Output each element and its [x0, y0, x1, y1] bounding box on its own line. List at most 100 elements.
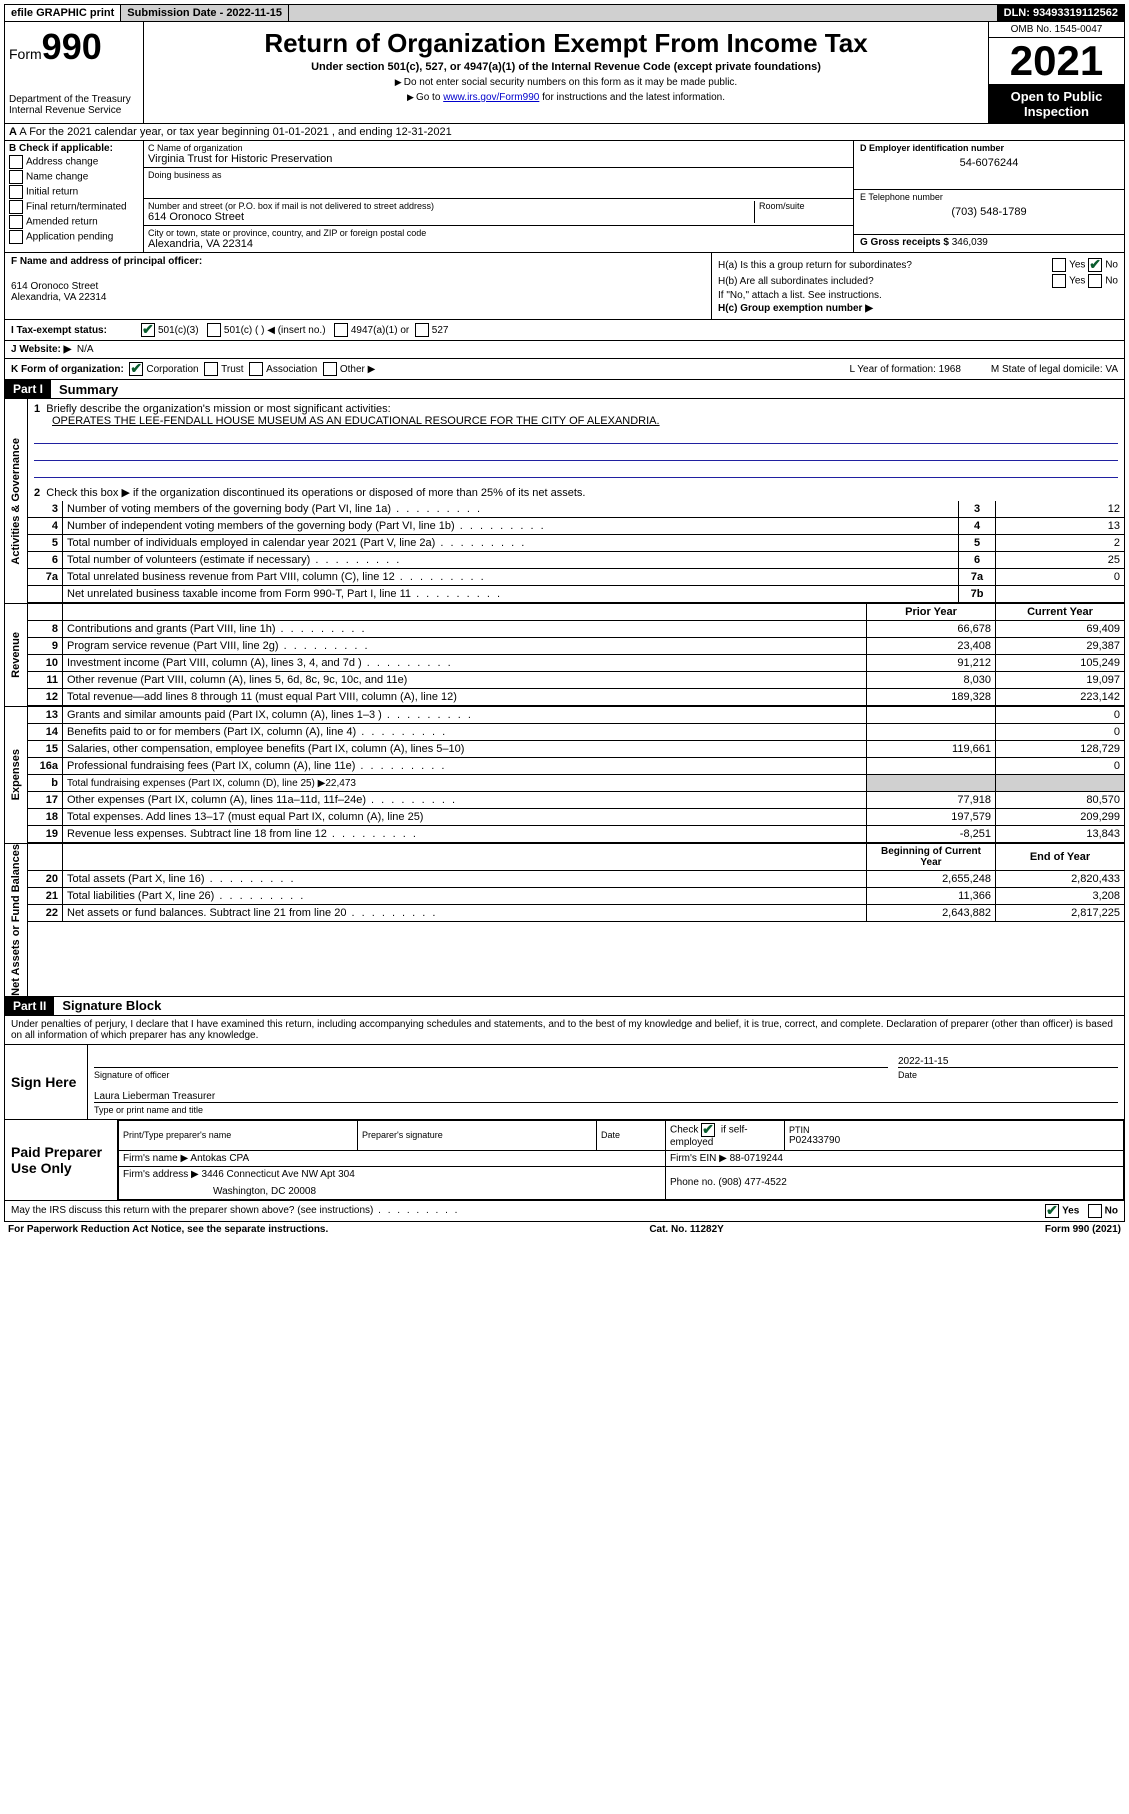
phone-cell: E Telephone number (703) 548-1789	[854, 190, 1124, 235]
tax-year: 2021	[989, 38, 1124, 85]
mission-block: 1 Briefly describe the organization's mi…	[28, 399, 1124, 484]
table-row: 12Total revenue—add lines 8 through 11 (…	[28, 689, 1124, 706]
side-governance: Activities & Governance	[10, 438, 22, 565]
top-toolbar: efile GRAPHIC print Submission Date - 20…	[4, 4, 1125, 22]
col-b-title: B Check if applicable:	[9, 143, 113, 154]
org-name-cell: C Name of organization Virginia Trust fo…	[144, 141, 853, 168]
table-row: 7aTotal unrelated business revenue from …	[28, 569, 1124, 586]
sig-date-label: Date	[898, 1070, 1118, 1080]
cb-pending[interactable]: Application pending	[9, 230, 139, 244]
dba-cell: Doing business as	[144, 168, 853, 199]
form-title: Return of Organization Exempt From Incom…	[148, 28, 984, 59]
hb-yes[interactable]	[1052, 274, 1066, 288]
signature-block: Under penalties of perjury, I declare th…	[4, 1016, 1125, 1120]
city-cell: City or town, state or province, country…	[144, 226, 853, 252]
table-row: Print/Type preparer's name Preparer's si…	[119, 1120, 1124, 1150]
table-row: 19Revenue less expenses. Subtract line 1…	[28, 826, 1124, 843]
state-domicile: M State of legal domicile: VA	[991, 364, 1118, 375]
table-row: 4Number of independent voting members of…	[28, 518, 1124, 535]
cb-4947[interactable]	[334, 323, 348, 337]
irs-link[interactable]: www.irs.gov/Form990	[443, 92, 539, 103]
net-table: Beginning of Current YearEnd of Year 20T…	[28, 844, 1124, 922]
cb-501c[interactable]	[207, 323, 221, 337]
sign-here-label: Sign Here	[5, 1045, 88, 1119]
hc-line: H(c) Group exemption number ▶	[718, 303, 1118, 314]
may-discuss-row: May the IRS discuss this return with the…	[4, 1201, 1125, 1222]
header-center: Return of Organization Exempt From Incom…	[144, 22, 989, 123]
mission-text: OPERATES THE LEE-FENDALL HOUSE MUSEUM AS…	[52, 415, 1118, 427]
submission-date: Submission Date - 2022-11-15	[121, 5, 289, 21]
table-row: 20Total assets (Part X, line 16)2,655,24…	[28, 871, 1124, 888]
cb-final-return[interactable]: Final return/terminated	[9, 200, 139, 214]
paid-preparer-label: Paid Preparer Use Only	[5, 1120, 118, 1200]
cb-trust[interactable]	[204, 362, 218, 376]
table-row: Beginning of Current YearEnd of Year	[28, 844, 1124, 871]
footer-left: For Paperwork Reduction Act Notice, see …	[8, 1224, 328, 1235]
principal-officer: F Name and address of principal officer:…	[5, 253, 712, 319]
footer-form: Form 990 (2021)	[1045, 1224, 1121, 1235]
table-row: 14Benefits paid to or for members (Part …	[28, 724, 1124, 741]
cb-other[interactable]	[323, 362, 337, 376]
form-number: Form990	[9, 26, 139, 68]
cb-amended[interactable]: Amended return	[9, 215, 139, 229]
table-row: 22Net assets or fund balances. Subtract …	[28, 905, 1124, 922]
section-revenue: Revenue Prior YearCurrent Year 8Contribu…	[4, 604, 1125, 707]
omb-number: OMB No. 1545-0047	[989, 22, 1124, 38]
may-no[interactable]	[1088, 1204, 1102, 1218]
note-link: Go to www.irs.gov/Form990 for instructio…	[148, 92, 984, 103]
ein-cell: D Employer identification number 54-6076…	[854, 141, 1124, 190]
hb-note: If "No," attach a list. See instructions…	[718, 290, 1118, 301]
row-i-tax-status: I Tax-exempt status: 501(c)(3) 501(c) ( …	[4, 320, 1125, 341]
table-row: 5Total number of individuals employed in…	[28, 535, 1124, 552]
block-fh: F Name and address of principal officer:…	[4, 253, 1125, 320]
table-row: Firm's name ▶ Antokas CPA Firm's EIN ▶ 8…	[119, 1150, 1124, 1166]
side-revenue: Revenue	[10, 632, 22, 678]
form-header: Form990 Department of the Treasury Inter…	[4, 22, 1125, 124]
row-k-form-org: K Form of organization: Corporation Trus…	[4, 359, 1125, 380]
page-footer: For Paperwork Reduction Act Notice, see …	[4, 1222, 1125, 1237]
table-row: 9Program service revenue (Part VIII, lin…	[28, 638, 1124, 655]
header-left: Form990 Department of the Treasury Inter…	[5, 22, 144, 123]
block-bcd: B Check if applicable: Address change Na…	[4, 141, 1125, 253]
cb-self-employed[interactable]	[701, 1123, 715, 1137]
col-b-checkboxes: B Check if applicable: Address change Na…	[5, 141, 144, 252]
hb-no[interactable]	[1088, 274, 1102, 288]
sig-date-value: 2022-11-15	[898, 1056, 948, 1067]
gov-table: 3Number of voting members of the governi…	[28, 501, 1124, 603]
line2: 2 Check this box ▶ if the organization d…	[28, 484, 1124, 501]
table-row: 21Total liabilities (Part X, line 26)11,…	[28, 888, 1124, 905]
section-expenses: Expenses 13Grants and similar amounts pa…	[4, 707, 1125, 844]
may-yes[interactable]	[1045, 1204, 1059, 1218]
rev-table: Prior YearCurrent Year 8Contributions an…	[28, 604, 1124, 706]
cb-assoc[interactable]	[249, 362, 263, 376]
declaration: Under penalties of perjury, I declare th…	[5, 1016, 1124, 1044]
ha-no[interactable]	[1088, 258, 1102, 272]
efile-label: efile GRAPHIC print	[5, 5, 121, 21]
table-row: 10Investment income (Part VIII, column (…	[28, 655, 1124, 672]
part1-header: Part I Summary	[4, 380, 1125, 399]
cb-501c3[interactable]	[141, 323, 155, 337]
table-row: 3Number of voting members of the governi…	[28, 501, 1124, 518]
ha-yes[interactable]	[1052, 258, 1066, 272]
group-return: H(a) Is this a group return for subordin…	[712, 253, 1124, 319]
cb-name-change[interactable]: Name change	[9, 170, 139, 184]
table-row: 18Total expenses. Add lines 13–17 (must …	[28, 809, 1124, 826]
ha-line: H(a) Is this a group return for subordin…	[718, 258, 1118, 272]
form-subtitle: Under section 501(c), 527, or 4947(a)(1)…	[148, 61, 984, 73]
footer-catalog: Cat. No. 11282Y	[649, 1224, 723, 1235]
section-governance: Activities & Governance 1 Briefly descri…	[4, 399, 1125, 604]
header-right: OMB No. 1545-0047 2021 Open to Public In…	[989, 22, 1124, 123]
hb-line: H(b) Are all subordinates included? Yes …	[718, 274, 1118, 288]
cb-corp[interactable]	[129, 362, 143, 376]
gross-cell: G Gross receipts $ 346,039	[854, 235, 1124, 250]
officer-name: Laura Lieberman Treasurer	[94, 1091, 215, 1102]
table-row: 15Salaries, other compensation, employee…	[28, 741, 1124, 758]
table-row: 6Total number of volunteers (estimate if…	[28, 552, 1124, 569]
irs-label: Internal Revenue Service	[9, 105, 139, 116]
cb-initial-return[interactable]: Initial return	[9, 185, 139, 199]
cb-address-change[interactable]: Address change	[9, 155, 139, 169]
side-expenses: Expenses	[10, 749, 22, 800]
note-ssn: Do not enter social security numbers on …	[148, 77, 984, 88]
preparer-table: Print/Type preparer's name Preparer's si…	[118, 1120, 1124, 1200]
cb-527[interactable]	[415, 323, 429, 337]
